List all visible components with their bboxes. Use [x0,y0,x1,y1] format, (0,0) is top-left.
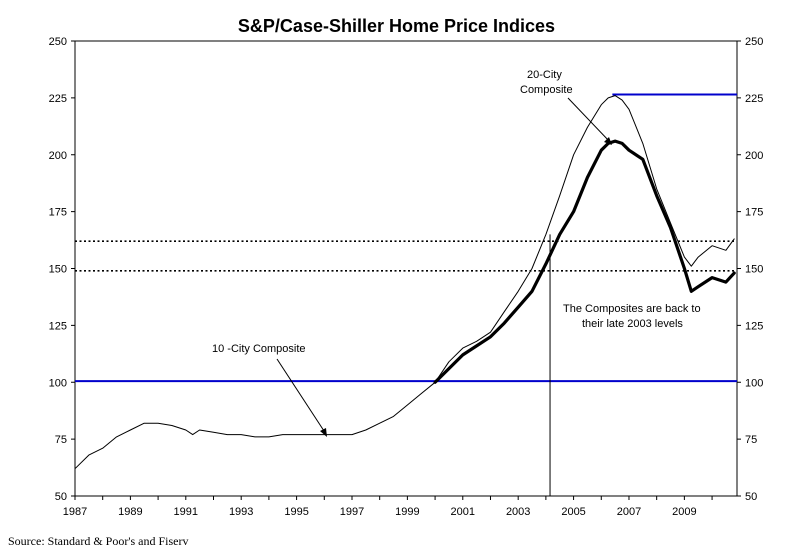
series-lines [74,95,736,470]
x-tick-label-2005: 2005 [561,506,585,518]
y-tick-label-right-125: 125 [745,320,763,332]
x-tick-label-1989: 1989 [118,506,142,518]
annotation-20city-line1: 20-City [527,69,562,81]
annotation-note-line1: The Composites are back to [563,303,701,315]
reference-lines [75,93,737,496]
y-tick-label-right-150: 150 [745,264,763,276]
y-tick-label-right-200: 200 [745,150,763,162]
y-tick-label-left-125: 125 [49,320,67,332]
y-tick-label-right-75: 75 [745,434,757,446]
y-tick-label-right-50: 50 [745,491,757,503]
arrow-10city-shaft [276,358,327,435]
x-tick-label-2009: 2009 [672,506,696,518]
plot-frame [74,40,738,497]
arrow-20city-shaft [567,97,611,143]
x-tick-label-1995: 1995 [284,506,308,518]
x-tick-label-2003: 2003 [506,506,530,518]
y-tick-label-right-250: 250 [745,36,763,48]
y-tick-label-left-50: 50 [55,491,67,503]
x-tick-label-1999: 1999 [395,506,419,518]
x-tick-label-2007: 2007 [617,506,641,518]
y-tick-label-left-150: 150 [49,264,67,276]
annotation-10city: 10 -City Composite [212,343,306,355]
x-tick-label-1991: 1991 [174,506,198,518]
y-tick-label-left-100: 100 [49,377,67,389]
x-tick-label-1987: 1987 [63,506,87,518]
arrow-10city-head [320,428,327,437]
x-tick-label-1993: 1993 [229,506,253,518]
y-tick-label-left-225: 225 [49,93,67,105]
y-tick-label-left-175: 175 [49,207,67,219]
source-note: Source: Standard & Poor's and Fiserv [8,534,189,548]
annotation-note-line2: their late 2003 levels [582,318,683,330]
y-tick-label-right-100: 100 [745,377,763,389]
x-tick-label-1997: 1997 [340,506,364,518]
chart-title: S&P/Case-Shiller Home Price Indices [237,16,556,36]
annotation-20city-line2: Composite [520,84,573,96]
series-line-10city [74,95,735,470]
y-tick-label-right-225: 225 [745,93,763,105]
axes: 50 50 75 75 100 100 125 125 150 150 175 175 200 200 22… [49,36,764,518]
y-tick-label-left-250: 250 [49,36,67,48]
arrow-20city-head [604,137,612,145]
series-line-20city [433,139,736,384]
y-tick-label-left-75: 75 [55,434,67,446]
y-tick-label-left-200: 200 [49,150,67,162]
y-tick-label-right-175: 175 [745,207,763,219]
x-tick-label-2001: 2001 [451,506,475,518]
annotations: 20-City Composite 10 -City Composite The… [212,69,701,437]
